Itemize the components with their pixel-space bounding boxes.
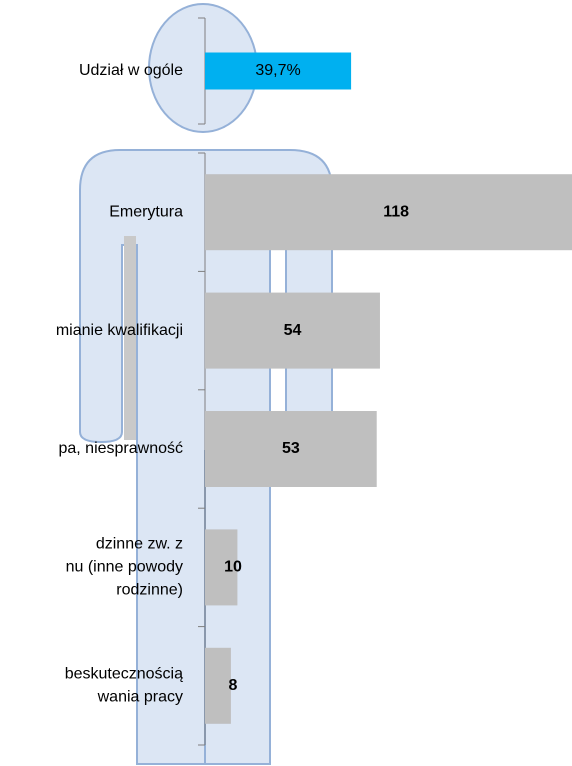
value-label: 8 — [229, 677, 238, 694]
bar — [205, 648, 231, 724]
value-label: 10 — [224, 559, 242, 576]
category-label: nu (inne powody — [66, 559, 183, 576]
chart: Udział w ogóle 39,7% Emerytura 118 mianie kw… — [0, 0, 572, 766]
category-label: Emerytura — [109, 203, 183, 220]
category-label: mianie kwalifikacji — [56, 322, 183, 339]
value-label: 118 — [383, 203, 409, 220]
value-label: 54 — [284, 322, 302, 339]
value-label: 39,7% — [255, 62, 300, 79]
category-label: pa, niesprawność — [58, 440, 183, 457]
category-label: beskutecznością — [65, 666, 183, 683]
category-label: Udział w ogóle — [79, 62, 183, 79]
category-label: rodzinne) — [116, 582, 183, 599]
value-label: 53 — [282, 440, 300, 457]
category-label: wania pracy — [97, 689, 183, 706]
category-label: dzinne zw. z — [96, 536, 183, 553]
